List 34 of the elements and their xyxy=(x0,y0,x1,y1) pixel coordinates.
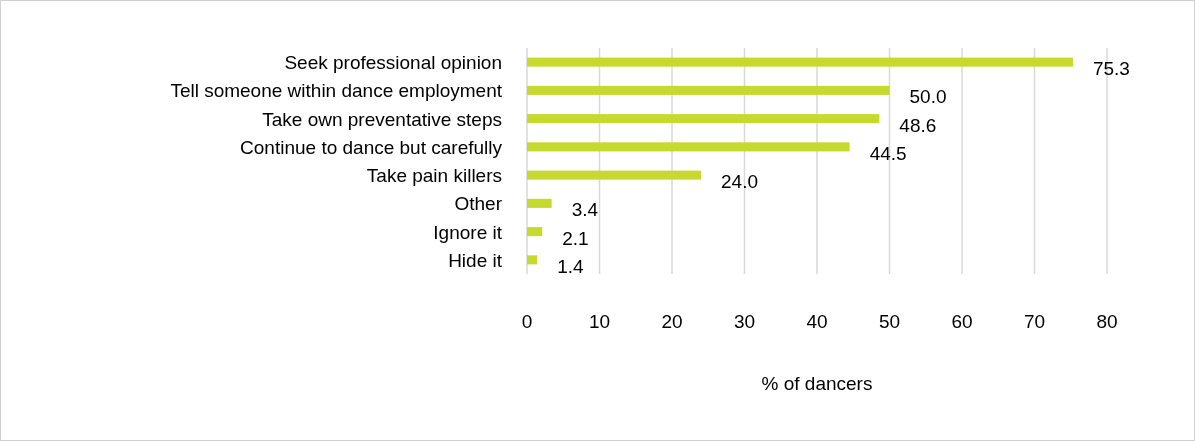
x-tick-label: 70 xyxy=(1023,311,1046,332)
bar xyxy=(527,198,552,208)
y-tick-label: Hide it xyxy=(448,249,503,271)
data-label: 1.4 xyxy=(557,255,584,277)
y-tick-label: Seek professional opinion xyxy=(284,52,502,74)
x-tick-label: 40 xyxy=(806,311,828,332)
x-tick-label: 80 xyxy=(1096,311,1118,332)
y-tick-label: Take pain killers xyxy=(366,165,502,187)
bar xyxy=(527,142,850,152)
y-tick-label: Continue to dance but carefully xyxy=(240,136,503,158)
y-tick-label: Other xyxy=(454,193,503,215)
x-tick-label: 20 xyxy=(661,311,683,332)
bar xyxy=(527,255,538,265)
y-tick-label: Take own preventative steps xyxy=(262,108,502,130)
bar xyxy=(527,227,543,237)
data-label: 75.3 xyxy=(1092,58,1130,80)
data-label: 48.6 xyxy=(899,114,937,136)
data-label: 50.0 xyxy=(909,86,947,108)
x-tick-label: 0 xyxy=(521,311,533,332)
data-label: 2.1 xyxy=(562,227,589,249)
data-label: 24.0 xyxy=(721,171,758,193)
data-label: 3.4 xyxy=(571,199,599,221)
bar xyxy=(527,57,1073,67)
x-axis-title: % of dancers xyxy=(761,373,873,394)
x-tick-label: 50 xyxy=(878,311,901,332)
bar xyxy=(527,170,701,180)
bar xyxy=(527,85,890,95)
bar xyxy=(527,114,880,124)
data-label: 44.5 xyxy=(869,142,907,164)
x-tick-label: 10 xyxy=(588,311,611,332)
x-tick-label: 60 xyxy=(951,311,973,332)
y-tick-label: Tell someone within dance employment xyxy=(170,80,503,102)
x-tick-label: 30 xyxy=(733,311,756,332)
y-tick-label: Ignore it xyxy=(433,221,503,243)
